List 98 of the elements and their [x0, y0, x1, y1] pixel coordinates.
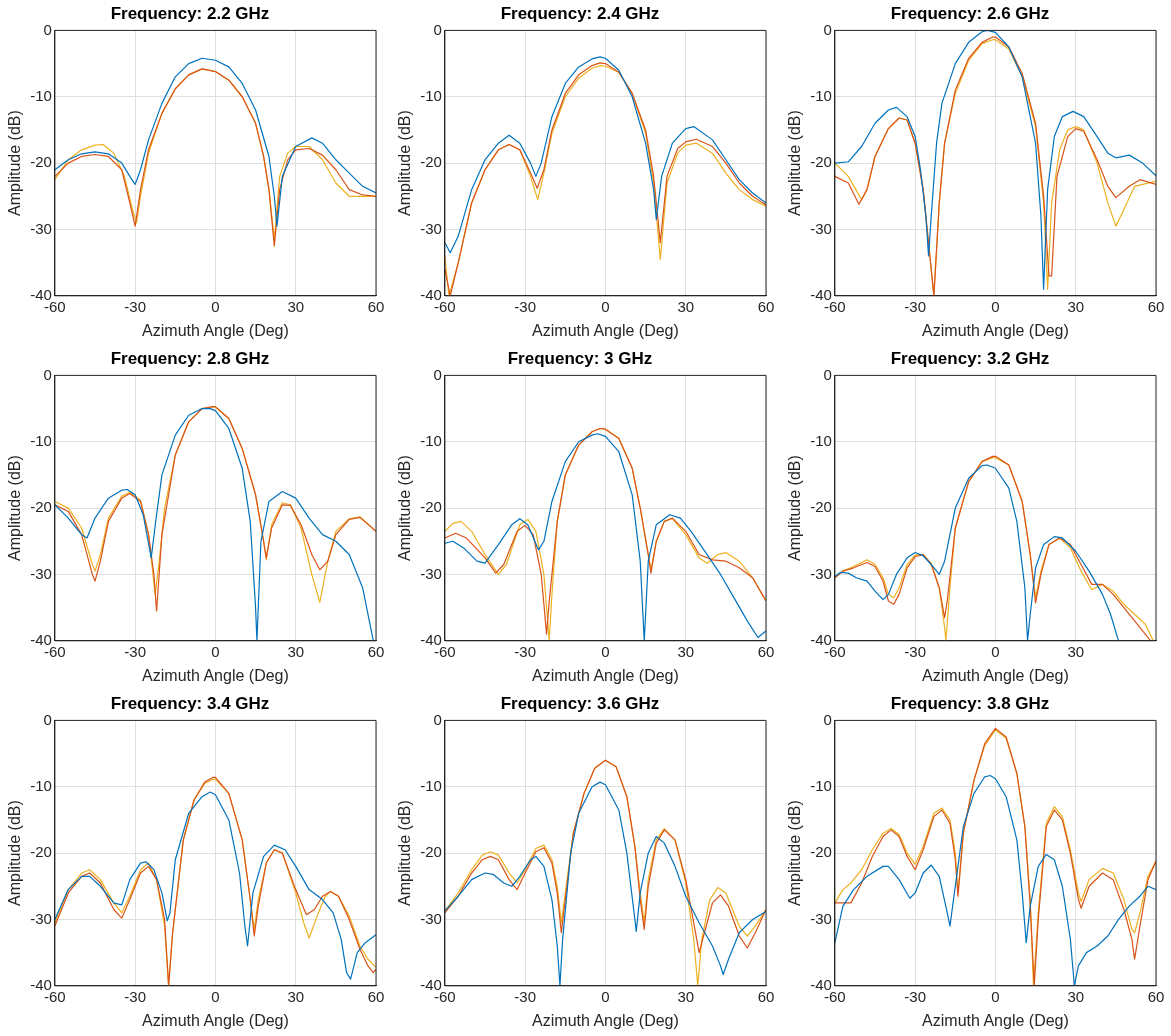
- x-tick-label: -30: [514, 642, 536, 660]
- y-axis-title: Amplitude (dB): [786, 800, 804, 907]
- x-tick-label: 60: [757, 297, 775, 315]
- x-tick-label: 30: [677, 987, 695, 1005]
- y-tick-label: 0: [433, 20, 442, 38]
- chart-title: Frequency: 3.8 GHz: [890, 693, 1050, 713]
- x-tick-label: 0: [991, 642, 1000, 660]
- y-tick-label: -30: [810, 909, 832, 927]
- x-axis-title: Azimuth Angle (Deg): [532, 1011, 679, 1029]
- y-tick-label: -10: [30, 431, 52, 449]
- x-tick-label: -30: [514, 297, 536, 315]
- y-tick-label: 0: [823, 365, 832, 383]
- y-tick-label: -10: [420, 776, 442, 794]
- y-tick-label: -10: [810, 86, 832, 104]
- x-axis-title: Azimuth Angle (Deg): [142, 1011, 289, 1029]
- y-tick-label: -10: [810, 431, 832, 449]
- x-axis-title: Azimuth Angle (Deg): [532, 666, 679, 684]
- x-axis-title: Azimuth Angle (Deg): [922, 1011, 1069, 1029]
- y-tick-label: -10: [30, 86, 52, 104]
- y-tick-label: 0: [823, 20, 832, 38]
- x-tick-label: -30: [904, 987, 926, 1005]
- y-axis-title: Amplitude (dB): [786, 110, 804, 217]
- y-tick-label: -10: [420, 431, 442, 449]
- y-tick-label: -20: [420, 153, 442, 171]
- y-tick-label: 0: [823, 710, 832, 728]
- x-tick-label: 60: [367, 987, 385, 1005]
- y-axis-title: Amplitude (dB): [6, 455, 24, 562]
- y-tick-label: -20: [30, 153, 52, 171]
- chart-title: Frequency: 2.8 GHz: [110, 348, 270, 368]
- chart-title: Frequency: 3 GHz: [507, 348, 653, 368]
- y-tick-label: -30: [420, 564, 442, 582]
- x-tick-label: 0: [991, 297, 1000, 315]
- y-axis-title: Amplitude (dB): [396, 800, 414, 907]
- x-axis-title: Azimuth Angle (Deg): [922, 666, 1069, 684]
- x-tick-label: -30: [124, 642, 146, 660]
- y-tick-label: -10: [810, 776, 832, 794]
- y-tick-label: -20: [30, 498, 52, 516]
- y-tick-label: -10: [30, 776, 52, 794]
- chart-title: Frequency: 2.6 GHz: [890, 3, 1050, 23]
- x-tick-label: 30: [677, 297, 695, 315]
- x-tick-label: 0: [601, 297, 610, 315]
- y-axis-title: Amplitude (dB): [396, 110, 414, 217]
- x-tick-label: 60: [757, 987, 775, 1005]
- y-tick-label: -20: [420, 843, 442, 861]
- x-tick-label: 30: [287, 642, 305, 660]
- x-axis-title: Azimuth Angle (Deg): [142, 321, 289, 339]
- y-tick-label: -30: [810, 564, 832, 582]
- y-tick-label: -30: [30, 564, 52, 582]
- x-tick-label: 60: [1147, 987, 1165, 1005]
- x-tick-label: -30: [904, 642, 926, 660]
- chart-title: Frequency: 2.2 GHz: [110, 3, 270, 23]
- y-tick-label: -30: [420, 219, 442, 237]
- chart-title: Frequency: 2.4 GHz: [500, 3, 660, 23]
- x-tick-label: 0: [601, 642, 610, 660]
- x-tick-label: 0: [211, 297, 220, 315]
- y-tick-label: -30: [30, 219, 52, 237]
- y-tick-label: -20: [30, 843, 52, 861]
- x-tick-label: 60: [367, 642, 385, 660]
- x-tick-label: 0: [211, 642, 220, 660]
- y-tick-label: -30: [30, 909, 52, 927]
- x-axis-title: Azimuth Angle (Deg): [142, 666, 289, 684]
- y-axis-title: Amplitude (dB): [6, 800, 24, 907]
- y-tick-label: -30: [420, 909, 442, 927]
- y-tick-label: -20: [810, 843, 832, 861]
- y-axis-title: Amplitude (dB): [786, 455, 804, 562]
- y-axis-title: Amplitude (dB): [6, 110, 24, 217]
- y-tick-label: 0: [433, 710, 442, 728]
- x-tick-label: 30: [1067, 987, 1085, 1005]
- x-axis-title: Azimuth Angle (Deg): [922, 321, 1069, 339]
- y-axis-title: Amplitude (dB): [396, 455, 414, 562]
- x-tick-label: 30: [287, 987, 305, 1005]
- x-tick-label: 30: [287, 297, 305, 315]
- x-tick-label: 30: [1067, 297, 1085, 315]
- x-tick-label: -30: [904, 297, 926, 315]
- y-tick-label: -30: [810, 219, 832, 237]
- x-tick-label: 60: [1147, 297, 1165, 315]
- y-tick-label: 0: [43, 365, 52, 383]
- y-tick-label: 0: [433, 365, 442, 383]
- x-tick-label: 30: [1067, 642, 1085, 660]
- x-tick-label: 0: [991, 987, 1000, 1005]
- x-tick-label: 0: [211, 987, 220, 1005]
- y-tick-label: 0: [43, 20, 52, 38]
- y-tick-label: -20: [810, 498, 832, 516]
- y-tick-label: 0: [43, 710, 52, 728]
- chart-title: Frequency: 3.2 GHz: [890, 348, 1050, 368]
- x-tick-label: 0: [601, 987, 610, 1005]
- x-tick-label: -30: [514, 987, 536, 1005]
- x-tick-label: -30: [124, 987, 146, 1005]
- x-tick-label: -30: [124, 297, 146, 315]
- x-tick-label: 60: [757, 642, 775, 660]
- x-axis-title: Azimuth Angle (Deg): [532, 321, 679, 339]
- y-tick-label: -20: [420, 498, 442, 516]
- x-tick-label: 30: [677, 642, 695, 660]
- y-tick-label: -10: [420, 86, 442, 104]
- chart-title: Frequency: 3.4 GHz: [110, 693, 270, 713]
- x-tick-label: 60: [367, 297, 385, 315]
- chart-title: Frequency: 3.6 GHz: [500, 693, 660, 713]
- y-tick-label: -20: [810, 153, 832, 171]
